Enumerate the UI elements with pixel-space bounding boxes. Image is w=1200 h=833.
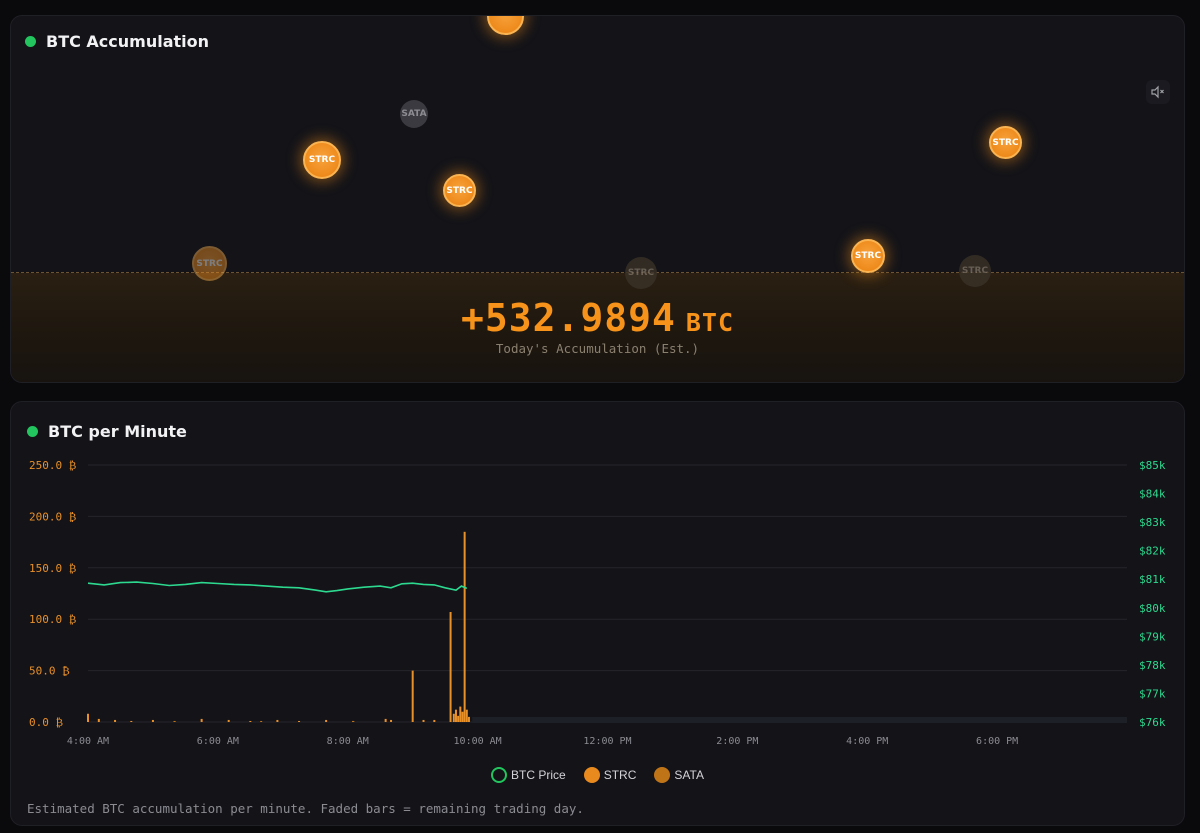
strc-bar: [467, 716, 470, 722]
strc-bar: [454, 709, 457, 722]
accumulation-value: +532.9894: [460, 296, 676, 340]
legend-label: STRC: [603, 768, 637, 782]
strc-bar: [459, 706, 462, 722]
strc-bar: [200, 718, 203, 722]
strc-coin: STRC: [851, 239, 885, 273]
strc-bar: [411, 670, 414, 722]
legend-swatch-price: [491, 767, 508, 783]
sata-coin: SATA: [400, 100, 428, 128]
x-tick-label: 10:00 AM: [454, 736, 502, 747]
sata-bar: [260, 720, 263, 722]
y-tick-label-right: $81k: [1139, 573, 1166, 586]
legend-item-strc[interactable]: STRC: [583, 767, 637, 783]
legend-swatch-strc: [583, 767, 600, 783]
btc-price-line: [87, 581, 468, 593]
strc-bar: [97, 718, 100, 722]
strc-coin: STRC: [303, 141, 341, 179]
y-tick-label-right: $82k: [1139, 545, 1166, 558]
x-tick-label: 4:00 AM: [67, 736, 109, 747]
y-tick-label-left: 150.0 ₿: [29, 562, 77, 575]
live-status-dot: [27, 426, 38, 437]
x-tick-label: 6:00 AM: [197, 736, 239, 747]
y-tick-label-left: 0.0 ₿: [29, 716, 63, 729]
accumulation-total: +532.9894 BTC: [11, 296, 1184, 340]
strc-bar: [461, 711, 464, 722]
strc-bar: [249, 720, 252, 722]
chart-legend: BTC Price STRC SATA: [11, 767, 1184, 783]
y-tick-label-left: 200.0 ₿: [29, 510, 77, 523]
x-tick-label: 4:00 PM: [846, 736, 888, 747]
strc-bar: [151, 719, 154, 722]
y-tick-label-right: $84k: [1139, 488, 1166, 501]
accumulation-unit: BTC: [685, 308, 735, 337]
x-tick-label: 8:00 AM: [327, 736, 369, 747]
strc-bar: [465, 709, 468, 722]
strc-coin-settled: STRC: [625, 257, 657, 289]
legend-label: BTC Price: [511, 768, 566, 782]
legend-label: SATA: [674, 768, 704, 782]
speaker-muted-icon: [1151, 85, 1164, 99]
remaining-day-track: [472, 717, 1128, 723]
strc-bar: [298, 720, 301, 722]
strc-coin: STRC: [989, 126, 1022, 159]
strc-bar: [325, 719, 328, 722]
accumulation-panel: BTC Accumulation SATA STRC STRC STRC STR…: [10, 15, 1185, 383]
btc-per-minute-chart[interactable]: 0.0 ₿50.0 ₿100.0 ₿150.0 ₿200.0 ₿250.0 ₿ …: [11, 402, 1185, 762]
strc-bar: [384, 718, 387, 722]
per-minute-panel: BTC per Minute 0.0 ₿ 50.0 ₿ 100.0 ₿ 150.0 ₿…: [10, 401, 1185, 826]
legend-item-sata[interactable]: SATA: [654, 767, 704, 783]
x-tick-label: 2:00 PM: [716, 736, 758, 747]
x-tick-label: 12:00 PM: [583, 736, 631, 747]
y-tick-label-right: $77k: [1139, 687, 1166, 700]
strc-bar: [449, 612, 452, 722]
strc-bar: [227, 719, 230, 722]
strc-bar: [422, 719, 425, 722]
strc-bar: [433, 719, 436, 722]
strc-coin-settled: STRC: [959, 255, 991, 287]
y-tick-label-right: $83k: [1139, 516, 1166, 529]
strc-bar: [457, 715, 460, 722]
legend-item-btc-price[interactable]: BTC Price: [491, 767, 566, 783]
x-tick-label: 6:00 PM: [976, 736, 1018, 747]
live-status-dot: [25, 36, 36, 47]
y-tick-label-right: $85k: [1139, 459, 1166, 472]
strc-bar: [452, 713, 455, 722]
per-minute-header: BTC per Minute: [27, 422, 187, 441]
y-tick-label-right: $76k: [1139, 716, 1166, 729]
accumulation-header: BTC Accumulation: [25, 32, 209, 51]
per-minute-title: BTC per Minute: [48, 422, 187, 441]
y-tick-label-right: $80k: [1139, 602, 1166, 615]
y-tick-label-left: 100.0 ₿: [29, 613, 77, 626]
strc-bar: [87, 713, 89, 722]
strc-coin: [487, 16, 524, 35]
sata-bar: [173, 720, 176, 722]
strc-coin: STRC: [443, 174, 476, 207]
strc-bar: [390, 719, 393, 722]
y-tick-label-right: $78k: [1139, 659, 1166, 672]
legend-swatch-sata: [654, 767, 671, 783]
y-tick-label-left: 250.0 ₿: [29, 459, 77, 472]
strc-coin-faded: STRC: [192, 246, 227, 281]
accumulation-ground: [11, 272, 1184, 382]
accumulation-title: BTC Accumulation: [46, 32, 210, 51]
strc-bar: [463, 531, 466, 722]
strc-bar: [114, 719, 117, 722]
y-tick-label-left: 50.0 ₿: [29, 665, 70, 678]
accumulation-caption: Today's Accumulation (Est.): [495, 341, 700, 356]
sata-bar: [352, 720, 355, 722]
y-tick-label-right: $79k: [1139, 630, 1166, 643]
chart-footnote: Estimated BTC accumulation per minute. F…: [27, 801, 584, 816]
strc-bar: [276, 719, 279, 722]
strc-bar: [130, 720, 133, 722]
mute-sound-button[interactable]: [1146, 80, 1170, 104]
